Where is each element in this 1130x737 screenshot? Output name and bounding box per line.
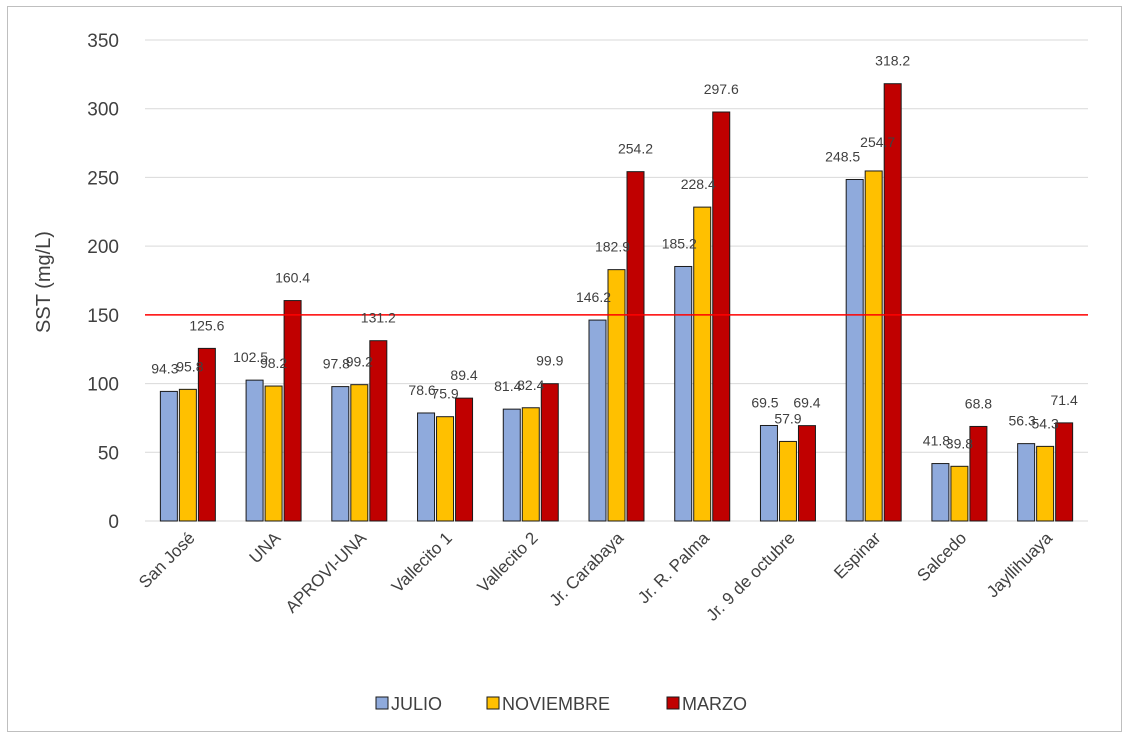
legend-label: MARZO <box>682 694 747 714</box>
data-label: 254.7 <box>860 134 895 150</box>
data-label: 185.2 <box>662 235 697 251</box>
bar-marzo <box>540 383 559 522</box>
bar-julio <box>1017 443 1036 522</box>
y-tick-label: 0 <box>108 512 119 533</box>
category-label: Vallecito 2 <box>474 528 542 596</box>
bar-julio <box>502 408 521 522</box>
bar-julio <box>588 319 607 522</box>
data-label: 182.9 <box>595 239 630 255</box>
legend-label: NOVIEMBRE <box>502 694 610 714</box>
data-label: 318.2 <box>875 53 910 69</box>
category-label: UNA <box>246 528 285 567</box>
data-label: 82.4 <box>517 377 544 393</box>
data-label: 99.2 <box>346 354 373 370</box>
bar-julio <box>245 379 264 522</box>
data-label: 98.2 <box>260 355 287 371</box>
y-tick-label: 300 <box>87 100 119 121</box>
data-label: 254.2 <box>618 141 653 157</box>
data-label: 248.5 <box>825 148 860 164</box>
category-label: Espinar <box>830 528 884 582</box>
bar-noviembre <box>178 388 197 522</box>
bars <box>159 83 1074 522</box>
bar-marzo <box>369 340 388 522</box>
data-label: 39.8 <box>946 435 973 451</box>
data-labels: 94.395.8 125.6 102.598.2 160.4 97.899.2 131.2… <box>151 53 1078 452</box>
bar-noviembre <box>350 384 369 522</box>
bar-julio <box>417 412 436 522</box>
y-tick-label: 150 <box>87 306 119 327</box>
category-label: Jr. 9 de octubre <box>702 528 798 624</box>
category-label: Salcedo <box>913 528 970 585</box>
bar-noviembre <box>521 407 540 522</box>
data-label: 95.8 <box>176 358 203 374</box>
data-label: 297.6 <box>704 81 739 97</box>
y-tick-label: 250 <box>87 168 119 189</box>
legend-swatch-julio <box>375 696 389 710</box>
data-label: 41.8 <box>923 433 950 449</box>
legend: JULIO NOVIEMBRE MARZO <box>375 694 747 714</box>
y-tick-label: 50 <box>98 443 119 464</box>
category-label: Vallecito 1 <box>388 528 456 596</box>
bar-noviembre <box>436 416 455 522</box>
data-label: 125.6 <box>189 317 224 333</box>
bar-marzo <box>797 425 816 522</box>
bar-julio <box>159 390 178 522</box>
y-tick-label: 100 <box>87 375 119 396</box>
data-label: 57.9 <box>774 410 801 426</box>
data-label: 97.8 <box>323 356 350 372</box>
data-label: 54.3 <box>1032 415 1059 431</box>
bar-marzo <box>969 425 988 522</box>
data-label: 78.6 <box>408 382 435 398</box>
y-axis-ticks: 0 50 100 150 200 250 300 350 <box>87 31 119 533</box>
bar-noviembre <box>264 385 283 522</box>
data-label: 71.4 <box>1051 392 1078 408</box>
data-label: 160.4 <box>275 270 310 286</box>
y-axis-label: SST (mg/L) <box>33 231 55 333</box>
legend-swatch-marzo <box>666 696 680 710</box>
data-label: 56.3 <box>1009 413 1036 429</box>
data-label: 69.5 <box>751 394 778 410</box>
data-label: 146.2 <box>576 289 611 305</box>
data-label: 81.4 <box>494 378 521 394</box>
legend-label: JULIO <box>391 694 442 714</box>
data-label: 89.4 <box>450 367 477 383</box>
category-label: Jayllihuaya <box>983 528 1056 601</box>
bar-julio <box>845 178 864 522</box>
data-label: 94.3 <box>151 360 178 376</box>
category-label: San José <box>135 528 199 592</box>
data-label: 102.5 <box>233 349 268 365</box>
bar-marzo <box>455 397 474 522</box>
bar-marzo <box>1055 422 1074 522</box>
data-label: 69.4 <box>793 395 820 411</box>
category-label: Jr. R. Palma <box>634 528 713 607</box>
data-label: 131.2 <box>361 310 396 326</box>
bar-noviembre <box>1036 445 1055 522</box>
bar-noviembre <box>950 465 969 522</box>
y-tick-label: 200 <box>87 237 119 258</box>
data-label: 99.9 <box>536 353 563 369</box>
bar-julio <box>759 424 778 522</box>
bar-noviembre <box>693 206 712 522</box>
bar-marzo <box>712 111 731 522</box>
bar-noviembre <box>607 269 626 522</box>
data-label: 68.8 <box>965 395 992 411</box>
bar-noviembre <box>778 440 797 522</box>
category-label: APROVI-UNA <box>282 528 371 617</box>
chart-frame <box>7 6 1122 732</box>
y-tick-label: 350 <box>87 31 119 52</box>
bar-marzo <box>626 171 645 522</box>
category-label: Jr. Carabaya <box>546 528 628 610</box>
data-label: 75.9 <box>431 386 458 402</box>
data-label: 228.4 <box>681 176 716 192</box>
legend-swatch-noviembre <box>486 696 500 710</box>
bar-marzo <box>197 347 216 522</box>
bar-julio <box>674 265 693 522</box>
bar-julio <box>931 463 950 522</box>
bar-julio <box>331 386 350 522</box>
bar-noviembre <box>864 170 883 522</box>
bar-marzo <box>283 300 302 522</box>
bar-marzo <box>883 83 902 522</box>
